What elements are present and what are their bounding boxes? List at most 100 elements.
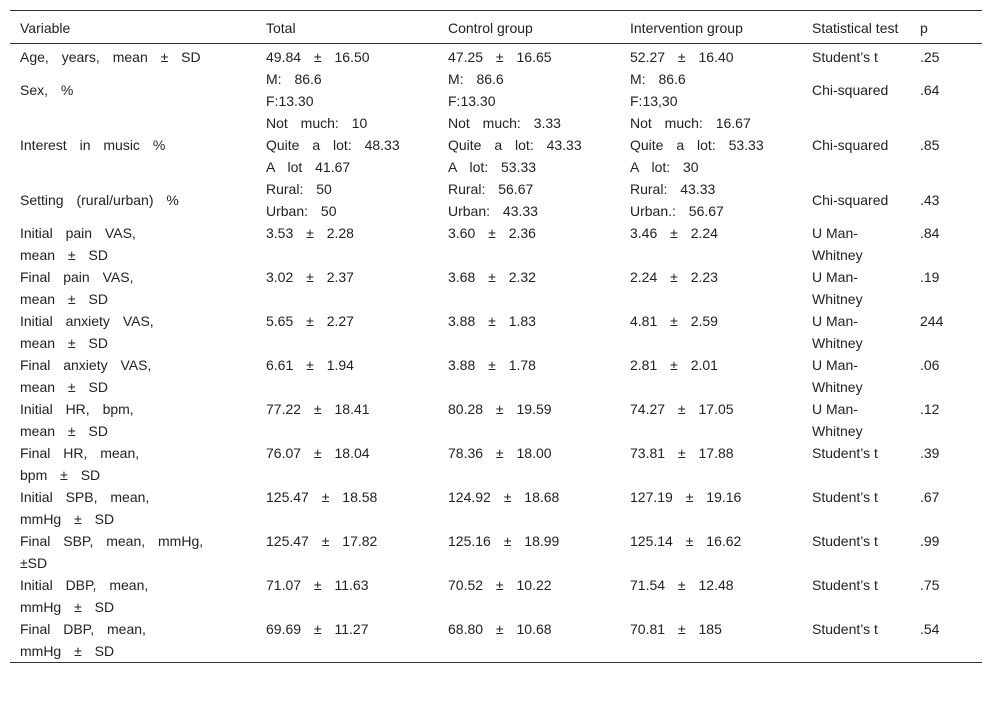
table-cell: 80.28 ± 19.59 bbox=[448, 401, 552, 417]
table-cell: Chi-squared bbox=[812, 192, 889, 208]
table-cell: Chi-squared bbox=[812, 82, 889, 98]
table-cell: Student’s t bbox=[812, 533, 878, 549]
cell-line: Urban: 43.33 bbox=[448, 203, 538, 219]
cell-line: mmHg ± SD bbox=[20, 599, 115, 615]
cell-line: Initial DBP, mean, bbox=[20, 577, 149, 593]
table-cell: 70.81 ± 185 bbox=[630, 621, 722, 637]
table-cell: .67 bbox=[920, 489, 940, 505]
cell-line: Interest in music % bbox=[20, 137, 166, 153]
cell-line: Final pain VAS, bbox=[20, 269, 134, 285]
cell-line: M: 86.6 bbox=[630, 71, 686, 87]
table-cell: 74.27 ± 17.05 bbox=[630, 401, 734, 417]
table-cell: .99 bbox=[920, 533, 940, 549]
table-cell: M: 86.6 F:13.30 bbox=[438, 68, 620, 112]
table-row: Initial SPB, mean, mmHg ± SD 125.47 ± 18.5… bbox=[10, 486, 982, 530]
table-cell: .84 bbox=[920, 225, 940, 241]
cell-line: mean ± SD bbox=[20, 291, 108, 307]
table-cell: Student’s t bbox=[812, 445, 878, 461]
table-cell: Rural: 43.33 Urban.: 56.67 bbox=[620, 178, 802, 222]
table-row: Final HR, mean, bpm ± SD 76.07 ± 18.04 78.3… bbox=[10, 442, 982, 486]
cell-line: M: 86.6 bbox=[448, 71, 504, 87]
table-cell: U Man-Whitney bbox=[812, 313, 863, 351]
table-cell: .43 bbox=[920, 192, 940, 208]
table-cell: .25 bbox=[920, 49, 940, 65]
header-cell: Control group bbox=[438, 10, 620, 44]
table-body: Age, years, mean ± SD 49.84 ± 16.50 47.25 … bbox=[10, 44, 982, 663]
table-cell: 6.61 ± 1.94 bbox=[266, 357, 354, 373]
table-cell: Student’s t bbox=[812, 621, 878, 637]
table-cell: 3.02 ± 2.37 bbox=[266, 269, 354, 285]
table-cell: M: 86.6 F:13.30 bbox=[256, 68, 438, 112]
table-cell: Initial HR, bpm, mean ± SD bbox=[10, 398, 256, 442]
table-cell: M: 86.6 F:13,30 bbox=[620, 68, 802, 112]
table-row: Initial HR, bpm, mean ± SD 77.22 ± 18.41 80… bbox=[10, 398, 982, 442]
table-cell: Setting (rural/urban) % bbox=[10, 178, 256, 222]
table-cell: .19 bbox=[920, 269, 940, 285]
table-cell: .85 bbox=[920, 137, 940, 153]
table-cell: 125.47 ± 17.82 bbox=[266, 533, 378, 549]
cell-line: Urban.: 56.67 bbox=[630, 203, 724, 219]
cell-line: Not much: 10 bbox=[266, 115, 368, 131]
table-cell: Not much: 16.67 Quite a lot: 53.33 A lot: … bbox=[620, 112, 802, 178]
cell-line: mmHg ± SD bbox=[20, 511, 115, 527]
table-row: Final anxiety VAS, mean ± SD 6.61 ± 1.94 3.… bbox=[10, 354, 982, 398]
table-cell: Initial DBP, mean, mmHg ± SD bbox=[10, 574, 256, 618]
table-cell: 3.60 ± 2.36 bbox=[448, 225, 536, 241]
data-table: Variable Total Control group Intervention g… bbox=[10, 10, 982, 663]
cell-line: F:13.30 bbox=[266, 93, 314, 109]
table-cell: 3.88 ± 1.78 bbox=[448, 357, 536, 373]
table-row: Final SBP, mean, mmHg, ±SD 125.47 ± 17.82 1… bbox=[10, 530, 982, 574]
cell-line: A lot 41.67 bbox=[266, 159, 351, 175]
cell-line: mmHg ± SD bbox=[20, 643, 115, 659]
table-cell: 71.54 ± 12.48 bbox=[630, 577, 734, 593]
table-cell: 3.46 ± 2.24 bbox=[630, 225, 718, 241]
table-cell: 69.69 ± 11.27 bbox=[266, 621, 369, 637]
table-cell: 4.81 ± 2.59 bbox=[630, 313, 718, 329]
cell-line: F:13,30 bbox=[630, 93, 678, 109]
cell-line: Initial anxiety VAS, bbox=[20, 313, 154, 329]
table-cell: 244 bbox=[920, 313, 944, 329]
header-row: Variable Total Control group Intervention g… bbox=[10, 10, 982, 44]
table-cell: .12 bbox=[920, 401, 940, 417]
table-cell: 125.47 ± 18.58 bbox=[266, 489, 378, 505]
table-row: Initial anxiety VAS, mean ± SD 5.65 ± 2.27… bbox=[10, 310, 982, 354]
table-cell: 77.22 ± 18.41 bbox=[266, 401, 370, 417]
cell-line: A lot: 53.33 bbox=[448, 159, 537, 175]
cell-line: Quite a lot: 53.33 bbox=[630, 137, 764, 153]
cell-line: mean ± SD bbox=[20, 335, 108, 351]
table-cell: 125.14 ± 16.62 bbox=[630, 533, 742, 549]
header-cell: Statistical test bbox=[802, 10, 910, 44]
table-cell: 68.80 ± 10.68 bbox=[448, 621, 552, 637]
cell-line: Not much: 16.67 bbox=[630, 115, 751, 131]
table-cell: 3.53 ± 2.28 bbox=[266, 225, 354, 241]
header-cell: p bbox=[910, 10, 982, 44]
table-cell: Initial anxiety VAS, mean ± SD bbox=[10, 310, 256, 354]
table-cell: 70.52 ± 10.22 bbox=[448, 577, 552, 593]
cell-line: Initial SPB, mean, bbox=[20, 489, 150, 505]
table-row: Final pain VAS, mean ± SD 3.02 ± 2.37 3.68 … bbox=[10, 266, 982, 310]
cell-line: Final HR, mean, bbox=[20, 445, 140, 461]
cell-line: ±SD bbox=[20, 555, 48, 571]
table-row: Initial pain VAS, mean ± SD 3.53 ± 2.28 3.6… bbox=[10, 222, 982, 266]
table-cell: Rural: 56.67 Urban: 43.33 bbox=[438, 178, 620, 222]
table-cell: Initial pain VAS, mean ± SD bbox=[10, 222, 256, 266]
table-cell: 2.81 ± 2.01 bbox=[630, 357, 718, 373]
cell-line: Age, years, mean ± SD bbox=[20, 49, 201, 65]
cell-line: Not much: 3.33 bbox=[448, 115, 561, 131]
cell-line: Final SBP, mean, mmHg, bbox=[20, 533, 204, 549]
table-cell: .39 bbox=[920, 445, 940, 461]
table-row: Final DBP, mean, mmHg ± SD 69.69 ± 11.27 68… bbox=[10, 618, 982, 663]
header-cell: Total bbox=[256, 10, 438, 44]
table-cell: Not much: 3.33 Quite a lot: 43.33 A lot: 5… bbox=[438, 112, 620, 178]
table-row: Initial DBP, mean, mmHg ± SD 71.07 ± 11.63… bbox=[10, 574, 982, 618]
table-cell: Final anxiety VAS, mean ± SD bbox=[10, 354, 256, 398]
table-row: Sex, % M: 86.6 F:13.30 M: 86.6 F:13.30 M: 86.… bbox=[10, 68, 982, 112]
cell-line: Initial pain VAS, bbox=[20, 225, 136, 241]
table-cell: U Man-Whitney bbox=[812, 401, 863, 439]
table-cell: Sex, % bbox=[10, 68, 256, 112]
cell-line: mean ± SD bbox=[20, 379, 108, 395]
table-cell: 52.27 ± 16.40 bbox=[630, 49, 734, 65]
table-cell: .06 bbox=[920, 357, 940, 373]
table-cell: 124.92 ± 18.68 bbox=[448, 489, 560, 505]
table-cell: Final SBP, mean, mmHg, ±SD bbox=[10, 530, 256, 574]
